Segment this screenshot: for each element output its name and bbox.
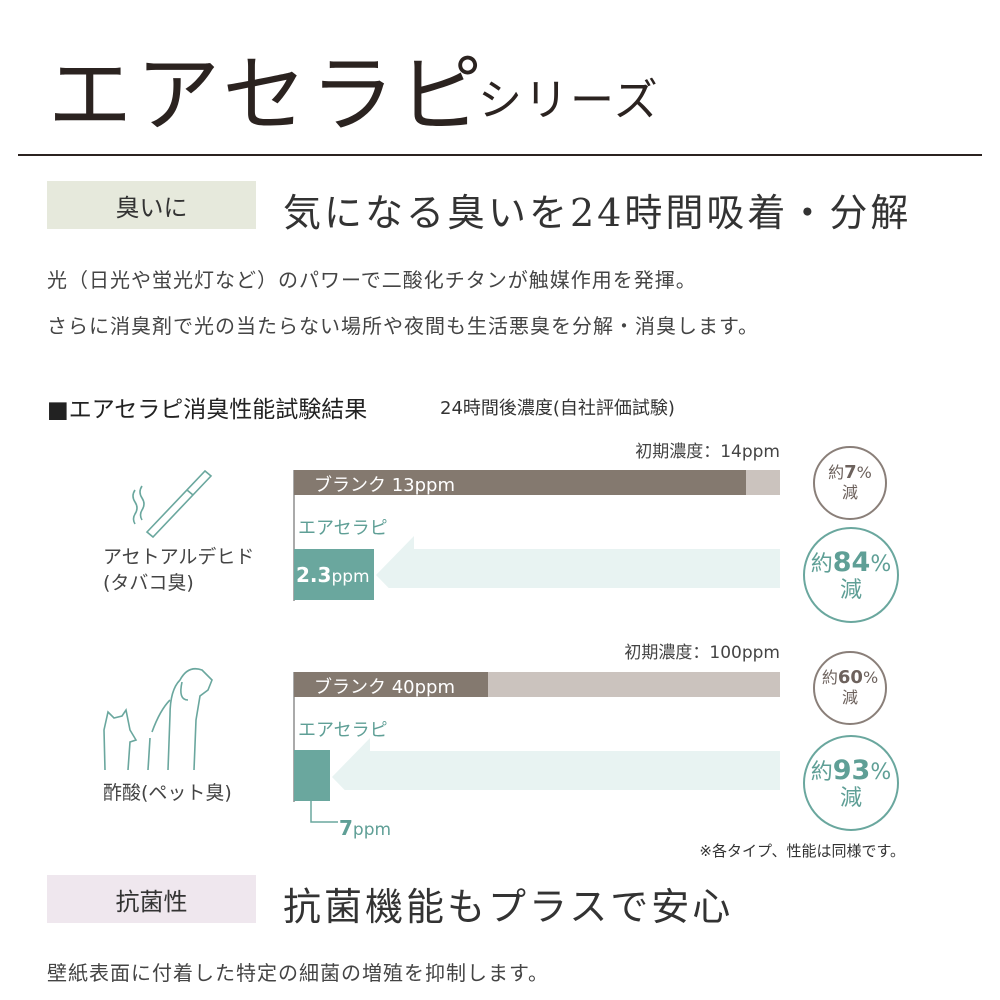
blank-bar-label: ブランク 40ppm [314,677,456,698]
product-reduction-value: 93 [832,754,871,786]
unit: ppm [352,820,392,840]
initial-bar: ブランク 40ppm [294,672,780,698]
approx: 約 [828,463,845,483]
reduction-suffix: 減 [839,785,862,811]
product-reduction-badge: 約84% 減 [803,527,899,623]
percent: % [862,668,879,688]
product-bar [294,750,330,801]
odor-paragraph-1: 光（日光や蛍光灯など）のパワーで二酸化チタンが触媒作用を発揮。 [47,268,697,292]
footnote: ※各タイプ、性能は同様です。 [699,842,905,860]
approx: 約 [810,551,833,577]
divider [18,154,982,156]
percent: % [856,463,872,483]
approx: 約 [821,668,838,688]
percent: % [870,759,892,785]
product-bar [294,549,374,600]
axis-line [293,672,295,802]
initial-concentration: 初期濃度：14ppm [635,442,780,462]
approx: 約 [810,759,833,785]
blank-bar [294,672,488,697]
initial-concentration: 初期濃度：100ppm [624,643,780,663]
odor-paragraph-2: さらに消臭剤で光の当たらない場所や夜間も生活悪臭を分解・消臭します。 [47,314,759,338]
reduction-suffix: 減 [841,688,858,708]
antibacterial-tag: 抗菌性 [47,875,256,923]
page-title: エアセラピ [48,46,487,144]
test-subtitle: 24時間後濃度(自社評価試験) [440,398,675,419]
test-title: ■エアセラピ消臭性能試験結果 [47,397,368,423]
reduction-arrow [332,738,780,790]
product-value: 2.3 [296,563,332,587]
reduction-suffix: 減 [839,577,862,603]
axis-line [293,470,295,601]
page-subtitle: シリーズ [478,75,660,126]
product-value: 7 [339,816,353,840]
reduction-suffix: 減 [841,483,858,503]
unit: ppm [331,567,370,587]
cigarette-icon [132,469,213,538]
blank-reduction-badge: 約60% 減 [813,651,887,725]
blank-reduction-value: 7 [844,462,857,484]
antibacterial-heading: 抗菌機能もプラスで安心 [283,885,734,929]
dog-cat-icon [103,667,213,771]
odor-tag: 臭いに [47,181,256,229]
product-reduction-value: 84 [832,546,871,578]
odor-heading: 気になる臭いを24時間吸着・分解 [283,191,912,235]
odor-type: (タバコ臭) [103,571,194,594]
product-reduction-badge: 約93% 減 [803,735,899,831]
blank-bar-label: ブランク 13ppm [314,475,456,496]
blank-reduction-badge: 約7% 減 [813,446,887,520]
product-label: エアセラピ [298,720,388,741]
blank-reduction-value: 60 [837,667,863,689]
leader-line [310,770,338,823]
initial-bar: ブランク 13ppm [294,470,780,496]
percent: % [870,551,892,577]
substance-name: アセトアルデヒド [103,546,255,568]
antibacterial-paragraph: 壁紙表面に付着した特定の細菌の増殖を抑制します。 [47,961,549,985]
blank-bar [294,470,746,495]
odor-type: (ペット臭) [141,782,232,804]
substance-name: 酢酸 [103,782,142,804]
product-label: エアセラピ [298,518,388,539]
reduction-arrow [376,536,780,588]
